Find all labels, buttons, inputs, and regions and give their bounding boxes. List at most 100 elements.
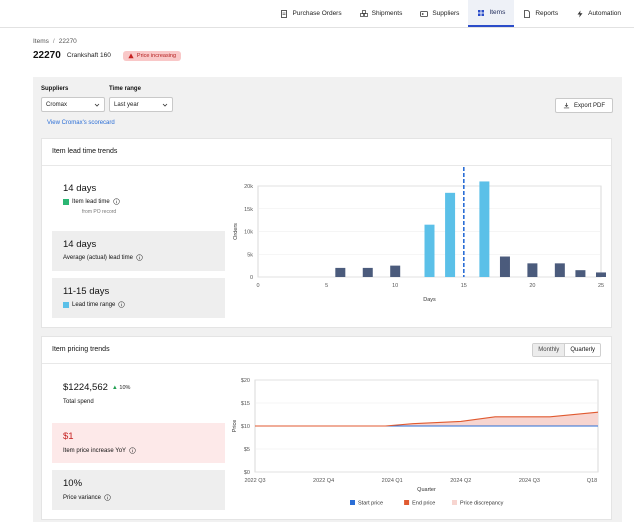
breadcrumb: Items / 22270 bbox=[33, 38, 77, 45]
trend-indicator: ▲ 10% bbox=[112, 385, 131, 391]
suppliers-select[interactable]: Cromax bbox=[41, 97, 105, 112]
y-axis-label: Price bbox=[232, 420, 238, 433]
y-tick-label: 10k bbox=[244, 230, 253, 236]
toggle-monthly[interactable]: Monthly bbox=[533, 344, 565, 356]
nav-shipments[interactable]: Shipments bbox=[351, 0, 412, 27]
download-icon bbox=[563, 102, 570, 109]
legend-label: Price discrepancy bbox=[460, 501, 504, 507]
y-tick-label: 20k bbox=[244, 184, 253, 190]
divider bbox=[42, 165, 611, 166]
item-lead-value: 14 days bbox=[63, 183, 97, 194]
x-axis-label: Quarter bbox=[417, 487, 436, 493]
green-square-icon bbox=[63, 198, 69, 205]
grid-icon bbox=[478, 9, 485, 16]
x-axis-label: Days bbox=[423, 297, 436, 303]
nav-label: Reports bbox=[535, 10, 559, 17]
warning-icon bbox=[128, 52, 134, 58]
x-tick-label: 2022 Q4 bbox=[313, 478, 334, 484]
increase-label-row: Item price increase YoY bbox=[63, 447, 136, 454]
bar[interactable] bbox=[479, 181, 490, 277]
legend-swatch bbox=[404, 500, 410, 505]
lead-time-chart: 0 5k 10k 15k 20k 0 5 10 15 20 25 Days Orders bbox=[233, 167, 606, 303]
nav-purchase-orders[interactable]: Purchase Orders bbox=[271, 0, 350, 27]
bar[interactable] bbox=[362, 267, 373, 277]
period-toggle: Monthly Quarterly bbox=[532, 343, 601, 357]
y-tick-label: 5k bbox=[247, 252, 253, 258]
lead-time-range-stat: 11-15 days Lead time range bbox=[52, 278, 225, 318]
bar[interactable] bbox=[390, 265, 401, 277]
bar[interactable] bbox=[596, 272, 606, 277]
avg-lead-label: Average (actual) lead time bbox=[63, 254, 133, 261]
pricing-chart: $0 $5 $10 $15 $20 2022 Q3 2022 Q4 2024 Q1 2024 Q… bbox=[232, 378, 599, 507]
pricing-card: Item pricing trends Monthly Quarterly $1… bbox=[41, 336, 612, 520]
nav-items[interactable]: Items bbox=[468, 0, 515, 27]
suppliers-label: Suppliers bbox=[41, 86, 69, 92]
chevron-down-icon bbox=[94, 103, 100, 107]
bar[interactable] bbox=[527, 263, 538, 277]
nav-label: Purchase Orders bbox=[292, 10, 342, 17]
x-tick-label: 10 bbox=[392, 283, 398, 289]
item-lead-label: Item lead time bbox=[72, 198, 110, 205]
bar[interactable] bbox=[335, 267, 346, 277]
toggle-quarterly[interactable]: Quarterly bbox=[564, 344, 600, 356]
average-lead-time-stat: 14 days Average (actual) lead time bbox=[52, 231, 225, 271]
document-icon bbox=[281, 9, 288, 18]
y-axis-label: Orders bbox=[233, 223, 239, 240]
scorecard-link[interactable]: View Cromax's scorecard bbox=[47, 120, 115, 126]
info-icon[interactable] bbox=[118, 301, 126, 308]
range-label-row: Lead time range bbox=[63, 301, 126, 308]
nav-suppliers[interactable]: Suppliers bbox=[411, 0, 468, 27]
time-range-select[interactable]: Last year bbox=[109, 97, 173, 112]
info-icon[interactable] bbox=[104, 494, 111, 501]
nav-label: Items bbox=[489, 9, 506, 16]
total-spend-value: $1224,562 bbox=[63, 382, 108, 393]
variance-label-row: Price variance bbox=[63, 494, 111, 501]
range-label: Lead time range bbox=[72, 301, 116, 308]
x-tick-label: 5 bbox=[325, 283, 328, 289]
total-spend-stat: $1224,562 ▲ 10% Total spend bbox=[52, 373, 225, 417]
increase-label: Item price increase YoY bbox=[63, 447, 127, 454]
item-lead-sub: from PO record bbox=[82, 209, 117, 215]
y-tick-label: $15 bbox=[241, 401, 250, 407]
nav-label: Automation bbox=[588, 10, 621, 17]
report-icon bbox=[524, 9, 531, 18]
x-tick-label: 15 bbox=[461, 283, 467, 289]
lead-time-card: Item lead time trends 14 days Item lead … bbox=[41, 138, 612, 328]
info-icon[interactable] bbox=[129, 447, 136, 454]
y-tick-label: 0 bbox=[250, 275, 253, 281]
nav-reports[interactable]: Reports bbox=[514, 0, 567, 27]
info-icon[interactable] bbox=[136, 254, 143, 261]
lead-time-title: Item lead time trends bbox=[52, 148, 118, 155]
price-increase-stat: $1 Item price increase YoY bbox=[52, 423, 225, 463]
status-badge: Price increasing bbox=[122, 50, 182, 61]
y-tick-label: 15k bbox=[244, 207, 253, 213]
bar[interactable] bbox=[445, 192, 456, 277]
info-icon[interactable] bbox=[113, 198, 120, 205]
x-tick-label: 25 bbox=[598, 283, 604, 289]
bar[interactable] bbox=[424, 224, 435, 277]
increase-value: $1 bbox=[63, 431, 74, 442]
card-icon bbox=[420, 10, 429, 17]
series-line[interactable] bbox=[255, 411, 599, 427]
nav-automation[interactable]: Automation bbox=[567, 0, 630, 27]
bar[interactable] bbox=[499, 256, 510, 277]
bar[interactable] bbox=[575, 270, 586, 277]
divider bbox=[42, 363, 611, 364]
y-tick-label: $20 bbox=[241, 378, 250, 384]
x-tick-label: 2024 Q3 bbox=[519, 478, 540, 484]
item-lead-label-row: Item lead time bbox=[63, 198, 120, 205]
bar[interactable] bbox=[554, 263, 565, 277]
y-tick-label: $10 bbox=[241, 424, 250, 430]
total-spend-row: $1224,562 ▲ 10% bbox=[63, 382, 130, 393]
export-pdf-button[interactable]: Export PDF bbox=[555, 98, 613, 113]
page-title: 22270 Crankshaft 160 Price increasing bbox=[33, 50, 182, 61]
breadcrumb-root[interactable]: Items bbox=[33, 38, 49, 45]
x-tick-label: 2024 Q2 bbox=[450, 478, 471, 484]
export-label: Export PDF bbox=[573, 102, 605, 109]
x-tick-label: 20 bbox=[529, 283, 535, 289]
time-range-value: Last year bbox=[114, 101, 139, 108]
y-tick-label: $5 bbox=[244, 447, 250, 453]
top-navigation: Purchase Orders Shipments Suppliers Item… bbox=[0, 0, 634, 28]
item-id: 22270 bbox=[33, 50, 61, 61]
suppliers-value: Cromax bbox=[46, 101, 68, 108]
